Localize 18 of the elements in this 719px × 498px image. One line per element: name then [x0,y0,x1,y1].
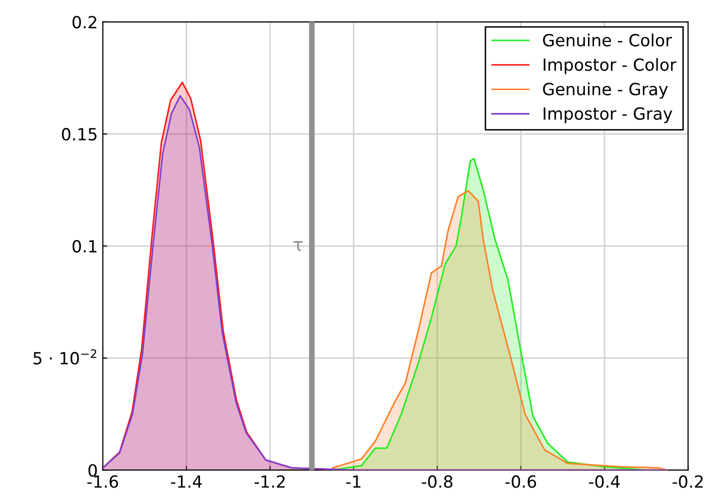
y-tick-label: 5 · 10$^{−2}$ [34,349,96,365]
x-tick-label: -0.2 [672,475,703,488]
x-tick-label: -0.6 [505,475,536,488]
x-tick-label: -1.2 [254,475,285,488]
y-tick-label: 0.1 [72,240,96,253]
y-tick-label: 0 [88,464,97,477]
legend-label: Impostor - Color [544,58,676,74]
y-tick-label: 0.15 [62,128,96,141]
legend-label: Impostor - Gray [544,107,672,124]
legend-label: Genuine - Gray [543,82,668,99]
x-tick-label: -0.8 [422,475,452,488]
x-tick-label: -1.6 [87,475,118,488]
legend-label: Genuine - Color [543,34,672,46]
x-tick-label: -0.4 [589,475,620,488]
ref-line-label: τ [293,241,303,251]
x-tick-label: -1.4 [170,475,202,488]
y-tick-label: 0.2 [72,16,96,28]
x-tick-label: -1 [346,475,360,488]
